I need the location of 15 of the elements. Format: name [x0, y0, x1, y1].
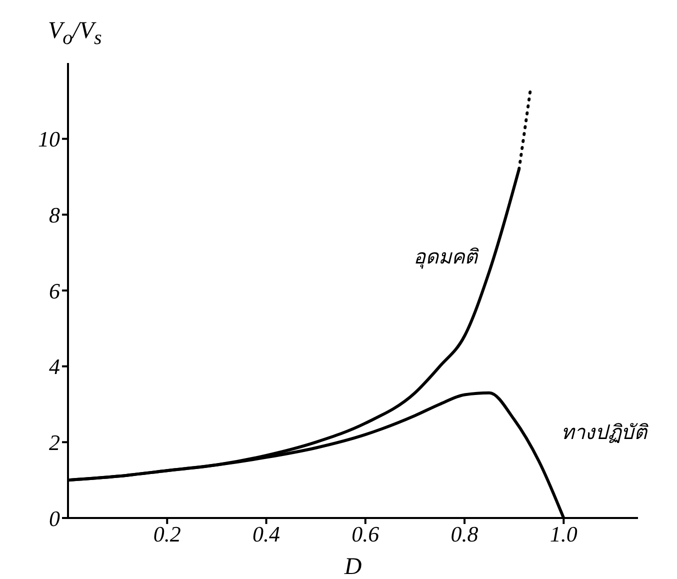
x-tick-label: 0.8 [450, 522, 478, 547]
y-axis-title: V$_{o}$/V$_{s}$ [48, 18, 102, 50]
y-tick-label: 6 [49, 278, 60, 304]
y-tick-label: 10 [38, 126, 60, 152]
series-label: ทางปฏิบัติ [560, 420, 649, 444]
x-axis-title: D [343, 554, 362, 579]
x-tick-label: 1.0 [550, 522, 578, 547]
x-tick-label: 0.2 [153, 522, 181, 547]
x-tick-label: 0.4 [252, 522, 280, 547]
y-tick-label: 8 [49, 202, 60, 228]
series-label: อุดมคติ [413, 244, 480, 270]
x-tick-label: 0.6 [352, 522, 380, 547]
y-tick-label: 0 [49, 506, 60, 531]
y-tick-label: 4 [49, 354, 60, 380]
y-tick-label: 2 [49, 430, 60, 455]
